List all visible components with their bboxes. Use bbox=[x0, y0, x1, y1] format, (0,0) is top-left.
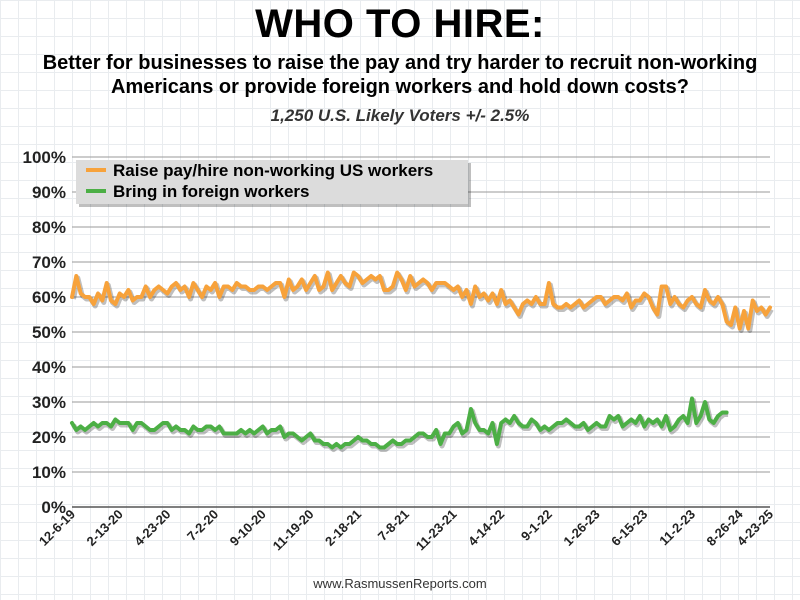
x-tick-label: 11-19-20 bbox=[270, 507, 317, 554]
x-tick-label: 9-10-20 bbox=[227, 507, 269, 549]
legend-label: Raise pay/hire non-working US workers bbox=[113, 161, 433, 180]
x-tick-label: 4-14-22 bbox=[465, 507, 507, 549]
x-tick-label: 7-8-21 bbox=[375, 507, 412, 544]
y-tick-label: 60% bbox=[32, 288, 66, 307]
legend-label: Bring in foreign workers bbox=[113, 182, 309, 201]
chart-legend: Raise pay/hire non-working US workers Bri… bbox=[76, 160, 471, 207]
subtitle-line-2: Americans or provide foreign workers and… bbox=[111, 76, 689, 98]
y-tick-label: 50% bbox=[32, 323, 66, 342]
page-title: WHO TO HIRE: bbox=[255, 2, 545, 46]
y-axis-ticks: 0% 10% 20% 30% 40% 50% 60% 70% 80% 90% 100% bbox=[23, 148, 66, 517]
y-tick-label: 80% bbox=[32, 218, 66, 237]
sample-size-note: 1,250 U.S. Likely Voters +/- 2.5% bbox=[270, 106, 530, 125]
x-tick-label: 1-26-23 bbox=[560, 507, 602, 549]
chart-gridlines bbox=[72, 156, 770, 508]
x-tick-label: 9-1-22 bbox=[518, 507, 555, 544]
x-tick-label: 2-13-20 bbox=[84, 507, 126, 549]
x-tick-label: 2-18-21 bbox=[322, 507, 364, 549]
x-tick-label: 7-2-20 bbox=[184, 507, 221, 544]
subtitle-line-1: Better for businesses to raise the pay a… bbox=[42, 52, 758, 74]
series-layer bbox=[70, 270, 774, 452]
series-line-raise-pay bbox=[70, 270, 772, 331]
y-tick-label: 0% bbox=[41, 498, 66, 517]
x-tick-label: 6-15-23 bbox=[608, 507, 650, 549]
y-tick-label: 100% bbox=[23, 148, 66, 167]
y-tick-label: 30% bbox=[32, 393, 66, 412]
y-tick-label: 10% bbox=[32, 463, 66, 482]
y-tick-label: 40% bbox=[32, 358, 66, 377]
source-footer: www.RasmussenReports.com bbox=[313, 576, 487, 591]
x-tick-label: 11-2-23 bbox=[656, 507, 698, 549]
chart-subtitle: Better for businesses to raise the pay a… bbox=[0, 51, 800, 99]
series-line-foreign-workers bbox=[70, 396, 729, 450]
x-tick-label: 11-23-21 bbox=[413, 507, 460, 554]
legend-box bbox=[76, 160, 468, 204]
x-axis-ticks: 12-6-19 2-13-20 4-23-20 7-2-20 9-10-20 11-19-… bbox=[36, 506, 776, 553]
y-tick-label: 90% bbox=[32, 183, 66, 202]
y-tick-label: 20% bbox=[32, 428, 66, 447]
x-tick-label: 4-23-20 bbox=[131, 507, 173, 549]
y-tick-label: 70% bbox=[32, 253, 66, 272]
